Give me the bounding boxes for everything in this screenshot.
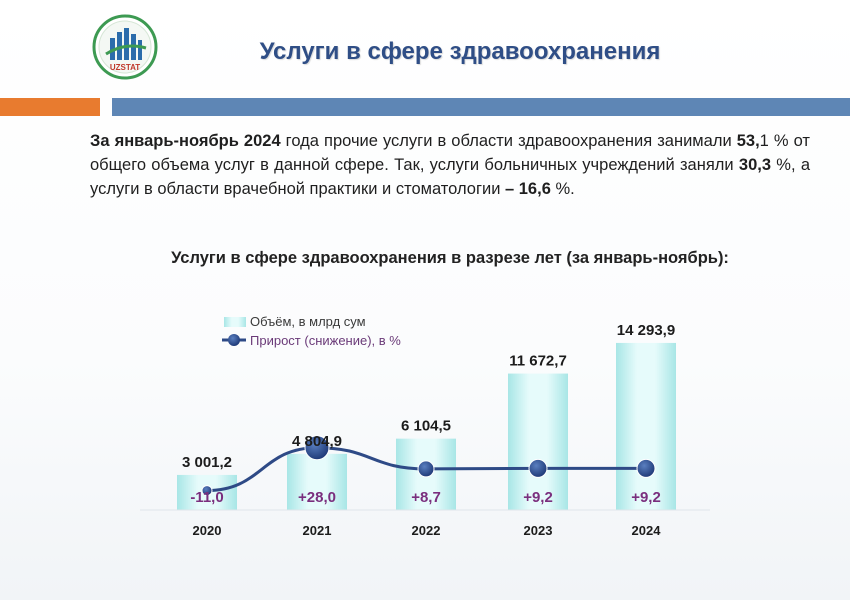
bar-2023 [508, 373, 568, 510]
growth-label-2020: -11,0 [190, 489, 223, 506]
logo-text: UZSTAT [110, 63, 140, 72]
intro-bold-4: – 16,6 [505, 180, 551, 198]
chart: 3 001,2 2020 4 804,9 2021 6 104,5 2022 11 672,… [140, 314, 710, 538]
intro-text-3: %, а услуги в области врачебной практики… [90, 156, 810, 198]
intro-bold-2: 53, [736, 132, 760, 150]
growth-label-2023: +9,2 [523, 489, 553, 506]
chart-title: Услуги в сфере здравоохранения в разрезе… [171, 249, 729, 267]
blue-divider [112, 98, 850, 116]
growth-label-2024: +9,2 [631, 489, 661, 506]
year-label-2024: 2024 [632, 523, 662, 538]
intro-text-2: 1 % от общего объема услуг в данной сфер… [90, 132, 810, 174]
bar-value-label-2024: 14 293,9 [617, 322, 675, 339]
legend-bar-swatch [224, 317, 246, 327]
bar-2021 [287, 453, 347, 510]
orange-divider [0, 98, 100, 116]
intro-bold-3: 30,3 [738, 156, 772, 174]
growth-label-2022: +8,7 [411, 489, 441, 506]
legend-line-label: Прирост (снижение), в % [250, 333, 401, 348]
growth-point-2021 [304, 435, 330, 461]
legend-marker-swatch [228, 334, 240, 346]
growth-point-2022 [417, 460, 435, 478]
bar-2024 [616, 342, 676, 510]
year-label-2021: 2021 [303, 523, 332, 538]
page-title: Услуги в сфере здравоохранения [259, 38, 661, 65]
bar-value-label-2021: 4 804,9 [292, 433, 342, 450]
intro-text-1: года прочие услуги в области здравоохран… [280, 132, 737, 150]
intro-bold-1: За январь-ноябрь 2024 [90, 132, 281, 150]
bar-value-label-2023: 11 672,7 [509, 353, 567, 370]
growth-point-2020 [201, 485, 213, 497]
year-label-2020: 2020 [193, 523, 222, 538]
intro-paragraph: За январь-ноябрь 2024 года прочие услуги… [90, 129, 810, 201]
year-label-2023: 2023 [524, 523, 553, 538]
growth-point-2023 [528, 458, 548, 478]
legend-bar-label: Объём, в млрд сум [250, 314, 366, 329]
growth-point-2024 [636, 458, 656, 478]
uzstat-logo: UZSTAT [92, 14, 158, 80]
year-label-2022: 2022 [412, 523, 441, 538]
intro-text-4: %. [550, 180, 575, 198]
growth-label-2021: +28,0 [298, 489, 336, 506]
bar-value-label-2022: 6 104,5 [401, 418, 451, 435]
bar-value-label-2020: 3 001,2 [182, 454, 232, 471]
